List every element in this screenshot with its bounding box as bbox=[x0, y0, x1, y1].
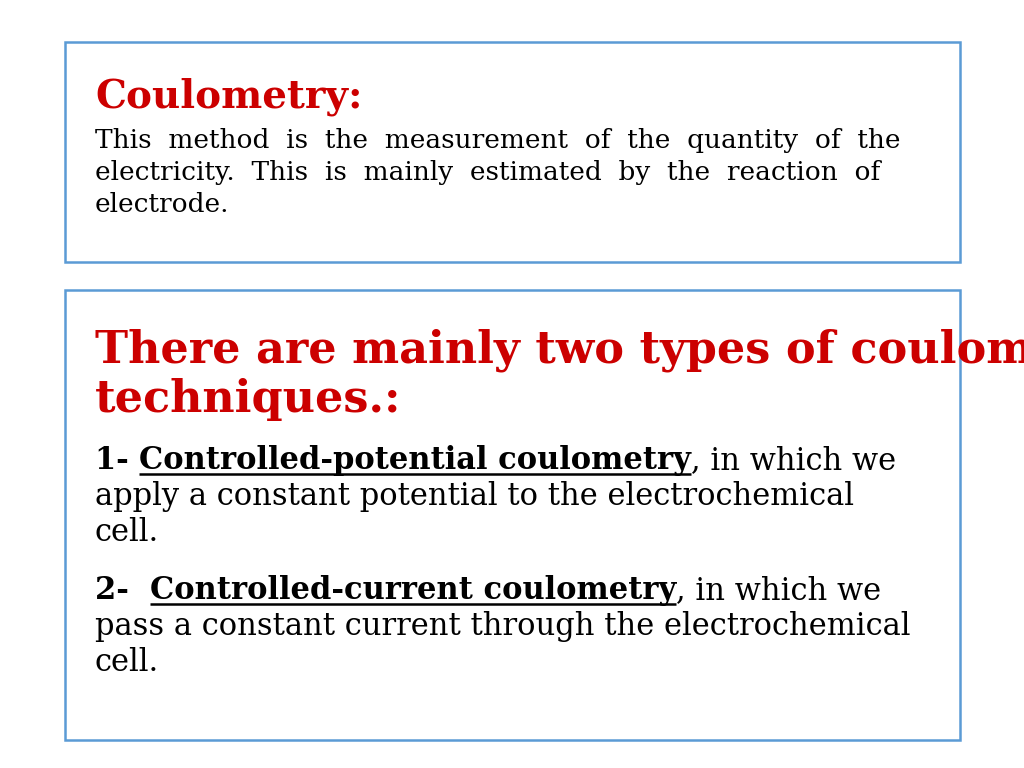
Bar bbox=[65, 42, 961, 262]
Text: techniques.:: techniques.: bbox=[95, 378, 401, 421]
Text: 1-: 1- bbox=[95, 445, 139, 476]
Text: pass a constant current through the electrochemical: pass a constant current through the elec… bbox=[95, 611, 910, 642]
Text: , in which we: , in which we bbox=[691, 445, 896, 476]
Text: apply a constant potential to the electrochemical: apply a constant potential to the electr… bbox=[95, 481, 854, 512]
Text: , in which we: , in which we bbox=[677, 575, 882, 606]
Text: cell.: cell. bbox=[95, 647, 160, 678]
Text: Controlled-potential coulometry: Controlled-potential coulometry bbox=[139, 445, 691, 476]
Bar bbox=[65, 290, 961, 740]
Text: cell.: cell. bbox=[95, 517, 160, 548]
Text: There are mainly two types of coulometric: There are mainly two types of coulometri… bbox=[95, 328, 1024, 372]
Text: Coulometry:: Coulometry: bbox=[95, 78, 362, 117]
Text: electricity.  This  is  mainly  estimated  by  the  reaction  of: electricity. This is mainly estimated by… bbox=[95, 160, 881, 185]
Text: electrode.: electrode. bbox=[95, 192, 229, 217]
Text: 2-: 2- bbox=[95, 575, 151, 606]
Text: This  method  is  the  measurement  of  the  quantity  of  the: This method is the measurement of the qu… bbox=[95, 128, 900, 153]
Text: Controlled-current coulometry: Controlled-current coulometry bbox=[151, 575, 677, 606]
